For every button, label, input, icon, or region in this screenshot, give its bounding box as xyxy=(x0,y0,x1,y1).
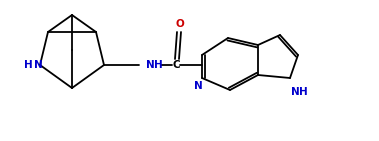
Text: H: H xyxy=(23,60,32,70)
Text: N: N xyxy=(34,60,42,70)
Text: C: C xyxy=(172,60,180,70)
Text: N: N xyxy=(146,60,154,70)
Text: H: H xyxy=(299,87,307,97)
Text: O: O xyxy=(175,19,184,29)
Text: H: H xyxy=(153,60,162,70)
Text: N: N xyxy=(291,87,299,97)
Text: N: N xyxy=(194,81,202,91)
